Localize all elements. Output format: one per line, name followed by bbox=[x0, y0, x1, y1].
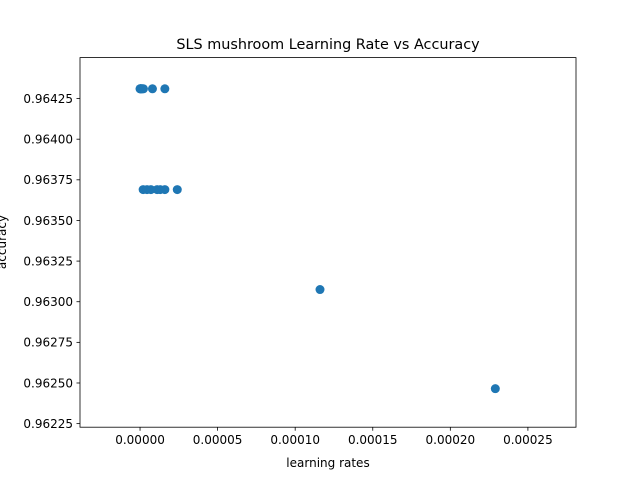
y-tick-label: 0.96425 bbox=[23, 92, 73, 106]
y-tick-label: 0.96350 bbox=[23, 214, 73, 228]
data-point bbox=[315, 285, 325, 295]
x-tick-label: 0.00000 bbox=[115, 433, 165, 447]
y-tick-label: 0.96400 bbox=[23, 132, 73, 146]
x-tick-label: 0.00015 bbox=[348, 433, 398, 447]
x-tick-label: 0.00010 bbox=[270, 433, 320, 447]
y-tick-label: 0.96225 bbox=[23, 417, 73, 431]
y-axis-label: accuracy bbox=[0, 215, 9, 269]
y-axis-ticks: 0.96225 0.96250 0.96275 0.96300 0.96325 0.963… bbox=[23, 92, 80, 431]
y-tick-label: 0.96300 bbox=[23, 295, 73, 309]
y-tick-label: 0.96250 bbox=[23, 376, 73, 390]
y-tick-label: 0.96275 bbox=[23, 336, 73, 350]
chart-title: SLS mushroom Learning Rate vs Accuracy bbox=[176, 37, 480, 53]
data-point bbox=[146, 185, 156, 195]
x-axis-ticks: 0.00000 0.00005 0.00010 0.00015 0.00020 0.000… bbox=[115, 427, 553, 447]
data-point bbox=[160, 84, 170, 94]
plot-frame bbox=[79, 57, 577, 428]
data-point bbox=[147, 84, 157, 94]
x-tick-label: 0.00025 bbox=[503, 433, 553, 447]
x-axis-label: learning rates bbox=[286, 456, 369, 470]
y-tick-label: 0.96325 bbox=[23, 254, 73, 268]
data-point bbox=[172, 185, 182, 195]
y-tick-label: 0.96375 bbox=[23, 173, 73, 187]
data-point bbox=[138, 84, 148, 94]
x-tick-label: 0.00020 bbox=[426, 433, 476, 447]
data-point bbox=[490, 384, 500, 394]
data-point bbox=[160, 185, 170, 195]
x-tick-label: 0.00005 bbox=[193, 433, 243, 447]
points-layer bbox=[135, 84, 500, 394]
